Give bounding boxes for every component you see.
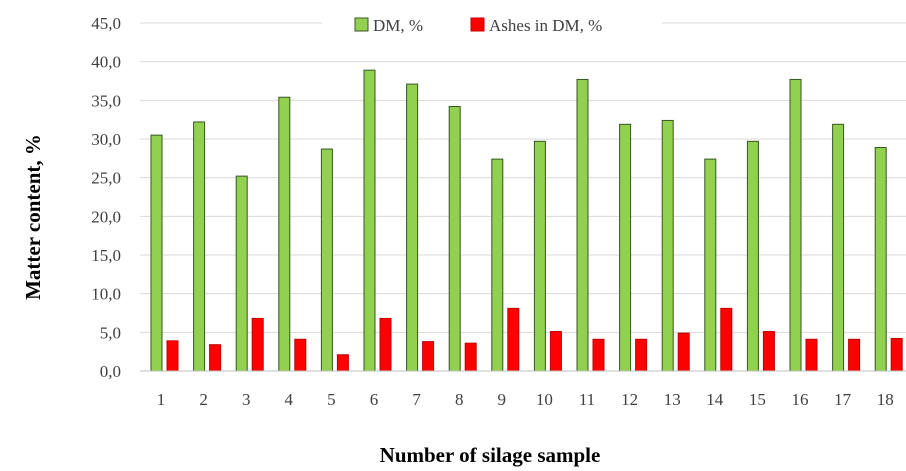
bar-ashes (209, 344, 222, 372)
bar-ashes (592, 338, 605, 372)
bar-ashes (848, 338, 861, 372)
bar-dm (619, 123, 632, 372)
bar-ashes (507, 307, 520, 372)
x-tick-label: 6 (370, 390, 379, 409)
x-tick-label: 9 (498, 390, 507, 409)
x-tick-label: 2 (199, 390, 208, 409)
bar-ashes (720, 307, 733, 372)
bar-dm (661, 119, 674, 372)
legend-background (322, 12, 662, 42)
bar-ashes (890, 338, 903, 372)
bar-dm (746, 140, 759, 372)
x-tick-label: 11 (579, 390, 595, 409)
bar-dm (363, 69, 376, 372)
x-tick-label: 7 (412, 390, 421, 409)
y-tick-label: 40,0 (91, 53, 121, 72)
bar-dm (832, 123, 845, 372)
legend: DM, % Ashes in DM, % (322, 12, 662, 42)
bar-dm (448, 106, 461, 372)
bar-ashes (166, 340, 179, 372)
x-tick-label: 10 (536, 390, 553, 409)
y-tick-label: 10,0 (91, 285, 121, 304)
y-tick-label: 30,0 (91, 130, 121, 149)
bar-ashes (379, 317, 392, 372)
bar-dm (406, 83, 419, 372)
bar-ashes (464, 342, 477, 372)
bar-ashes (251, 317, 264, 372)
x-tick-label: 5 (327, 390, 336, 409)
bar-dm (278, 96, 291, 372)
bar-ashes (294, 338, 307, 372)
y-axis-ticks: 0,0 5,0 10,0 15,0 20,0 25,0 30,0 35,0 40,0 45,0 (91, 14, 121, 381)
y-tick-label: 20,0 (91, 207, 121, 226)
bar-dm (576, 78, 589, 372)
x-axis-title: Number of silage sample (380, 443, 601, 467)
x-tick-label: 4 (285, 390, 294, 409)
y-axis-title: Matter content, % (21, 134, 45, 300)
bar-dm (789, 78, 802, 372)
bars (150, 69, 903, 372)
y-tick-label: 5,0 (100, 323, 121, 342)
bar-ashes (805, 338, 818, 372)
x-tick-label: 1 (157, 390, 166, 409)
bar-ashes (677, 332, 690, 372)
bar-ashes (762, 331, 775, 372)
bar-dm (193, 121, 206, 372)
y-tick-label: 35,0 (91, 91, 121, 110)
legend-swatch-ashes (470, 17, 485, 32)
x-tick-label: 13 (664, 390, 681, 409)
legend-label-ashes: Ashes in DM, % (489, 16, 602, 35)
x-tick-label: 17 (834, 390, 852, 409)
bar-dm (491, 158, 504, 372)
bar-ashes (549, 331, 562, 372)
bar-ashes (422, 341, 435, 372)
bar-dm (320, 148, 333, 372)
y-tick-label: 45,0 (91, 14, 121, 33)
bar-dm (533, 140, 546, 372)
bar-dm (235, 175, 248, 372)
legend-swatch-dm (354, 17, 369, 32)
bar-dm (150, 134, 163, 372)
x-tick-label: 8 (455, 390, 464, 409)
legend-label-dm: DM, % (373, 16, 423, 35)
bar-ashes (635, 338, 648, 372)
x-tick-label: 14 (706, 390, 724, 409)
y-tick-label: 25,0 (91, 169, 121, 188)
y-tick-label: 15,0 (91, 246, 121, 265)
x-tick-label: 3 (242, 390, 251, 409)
x-axis-ticks: 1 2 3 4 5 6 7 8 9 10 11 12 13 14 15 16 17 18 (157, 390, 894, 409)
x-tick-label: 12 (621, 390, 638, 409)
y-tick-label: 0,0 (100, 362, 121, 381)
x-tick-label: 15 (749, 390, 766, 409)
bar-dm (704, 158, 717, 372)
x-tick-label: 16 (792, 390, 809, 409)
bar-dm (874, 147, 887, 372)
bar-ashes (336, 354, 349, 372)
x-tick-label: 18 (877, 390, 894, 409)
